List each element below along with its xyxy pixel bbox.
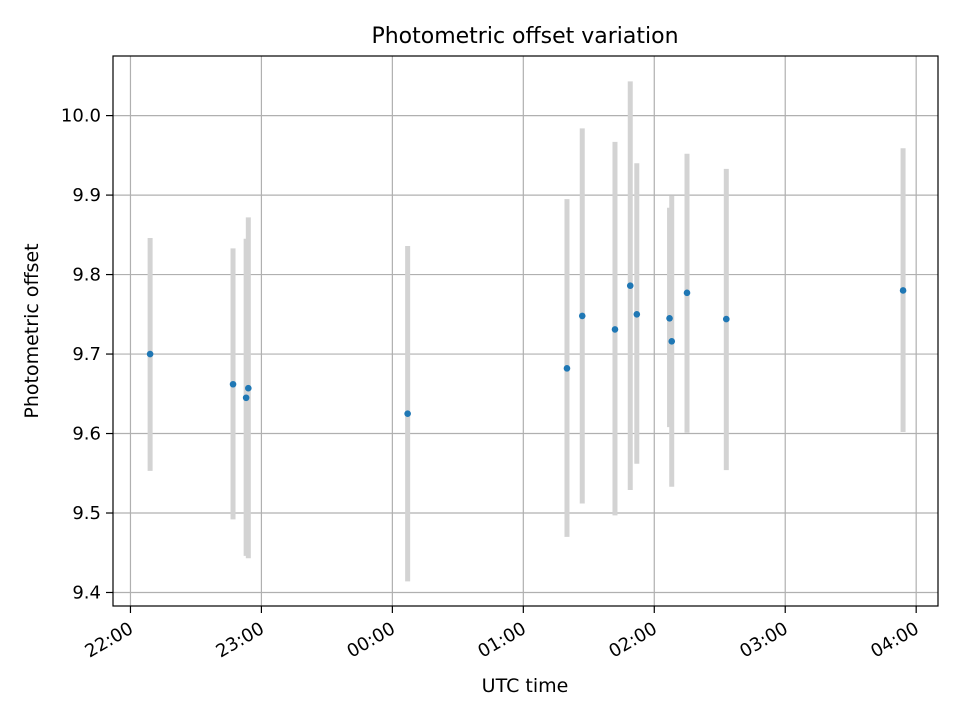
chart-title: Photometric offset variation xyxy=(371,24,678,49)
y-tick-label: 9.4 xyxy=(72,582,101,603)
y-axis-label: Photometric offset xyxy=(21,243,43,418)
data-point xyxy=(611,326,619,333)
y-tick-label: 9.5 xyxy=(72,503,101,524)
data-point xyxy=(146,350,154,358)
plot-frame xyxy=(112,55,939,607)
y-tick-label: 9.8 xyxy=(72,265,101,286)
data-point xyxy=(683,289,691,297)
y-tick-label: 9.9 xyxy=(72,185,101,206)
y-tick-label: 10.0 xyxy=(61,106,101,127)
y-tick-label: 9.6 xyxy=(72,424,101,445)
data-point xyxy=(242,394,250,402)
data-point xyxy=(404,410,411,417)
data-point xyxy=(245,384,252,392)
data-point xyxy=(578,312,586,320)
data-point xyxy=(666,314,673,322)
data-point xyxy=(626,282,634,289)
data-point xyxy=(668,338,676,345)
y-tick-label: 9.7 xyxy=(72,344,101,365)
data-point xyxy=(722,315,730,323)
data-points xyxy=(146,282,907,417)
data-point xyxy=(229,380,237,388)
data-point xyxy=(899,287,907,294)
data-point xyxy=(633,311,641,318)
y-axis-ticks: 9.4 9.5 9.6 9.7 9.8 9.9 10.0 xyxy=(61,106,113,603)
x-axis-label: UTC time xyxy=(482,675,569,697)
data-point xyxy=(563,365,571,372)
